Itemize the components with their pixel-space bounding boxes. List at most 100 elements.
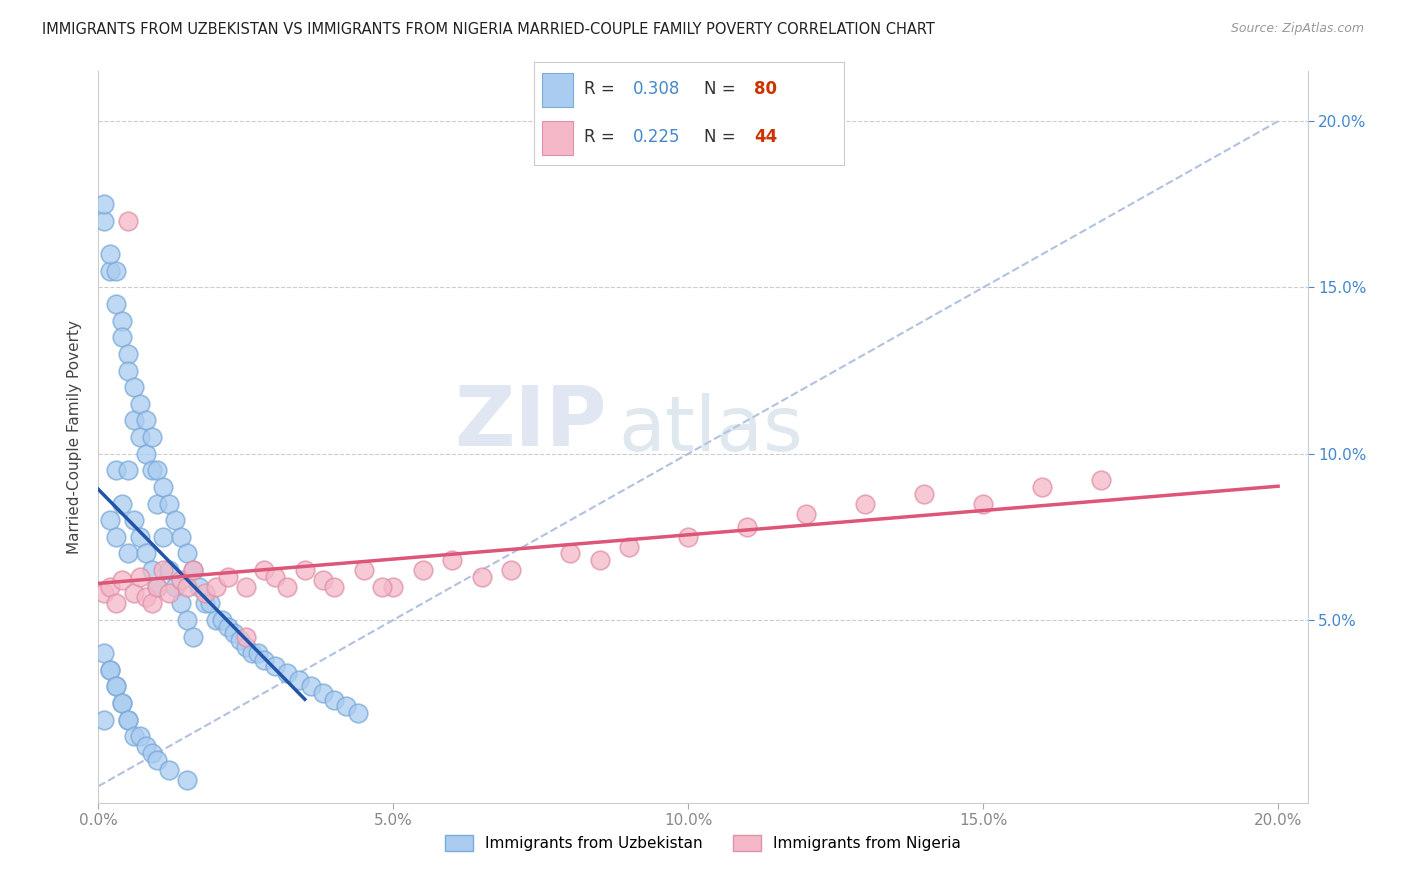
Point [157,497,180,511]
Point [122,413,145,427]
Y-axis label: Married-Couple Family Poverty: Married-Couple Family Poverty [67,320,83,554]
Point [972,497,994,511]
Point [194,596,217,610]
Point [217,570,239,584]
Point [211,613,233,627]
Point [181,563,204,577]
Point [187,580,209,594]
Point [93,646,115,660]
Point [912,486,935,500]
Point [501,563,523,577]
Point [853,497,876,511]
Point [141,596,163,610]
Point [98,663,121,677]
Point [252,653,274,667]
Point [146,580,169,594]
Point [165,513,187,527]
Point [176,546,198,560]
Point [299,680,322,694]
Point [135,413,157,427]
Point [152,530,174,544]
Point [152,480,174,494]
Point [128,729,150,743]
Point [181,563,204,577]
Text: R =: R = [583,80,620,98]
Point [252,563,274,577]
Point [157,563,180,577]
Point [117,713,139,727]
Text: atlas: atlas [619,392,803,467]
Point [560,546,582,560]
Point [217,619,239,633]
Point [146,497,169,511]
Point [246,646,269,660]
Point [181,630,204,644]
Point [264,570,287,584]
Point [98,264,121,278]
Point [98,513,121,527]
Point [157,763,180,777]
Point [222,626,245,640]
Text: ZIP: ZIP [454,382,606,463]
Point [128,530,150,544]
Point [111,573,134,587]
Text: Source: ZipAtlas.com: Source: ZipAtlas.com [1230,22,1364,36]
Point [311,573,333,587]
Point [194,586,217,600]
Point [311,686,333,700]
Point [235,640,257,654]
Point [205,613,228,627]
Point [105,264,128,278]
Point [276,666,298,681]
Point [619,540,641,554]
Point [98,247,121,261]
Point [589,553,612,567]
Point [353,563,375,577]
Point [128,430,150,444]
Point [111,314,134,328]
Point [93,713,115,727]
Point [128,570,150,584]
Legend: Immigrants from Uzbekistan, Immigrants from Nigeria: Immigrants from Uzbekistan, Immigrants f… [439,830,967,857]
Point [288,673,311,687]
Point [117,546,139,560]
Point [117,347,139,361]
Text: N =: N = [704,128,741,146]
Point [165,580,187,594]
Text: 44: 44 [754,128,778,146]
Point [141,746,163,760]
Point [240,646,263,660]
Point [105,680,128,694]
Point [141,463,163,477]
Point [176,613,198,627]
Point [98,580,121,594]
Point [323,692,346,706]
Point [146,580,169,594]
Point [323,580,346,594]
Point [276,580,298,594]
Point [111,696,134,710]
Point [105,596,128,610]
Text: N =: N = [704,80,741,98]
Point [235,630,257,644]
Point [111,330,134,344]
Point [678,530,700,544]
Point [135,739,157,754]
Text: 0.225: 0.225 [633,128,681,146]
Point [235,580,257,594]
Point [135,590,157,604]
Point [794,507,817,521]
Point [117,713,139,727]
Point [152,563,174,577]
Point [141,430,163,444]
Point [111,696,134,710]
Point [93,197,115,211]
FancyBboxPatch shape [541,121,574,155]
Point [122,729,145,743]
Point [1090,473,1112,487]
Text: 0.308: 0.308 [633,80,681,98]
Point [135,447,157,461]
Point [205,580,228,594]
Point [294,563,316,577]
Point [105,297,128,311]
